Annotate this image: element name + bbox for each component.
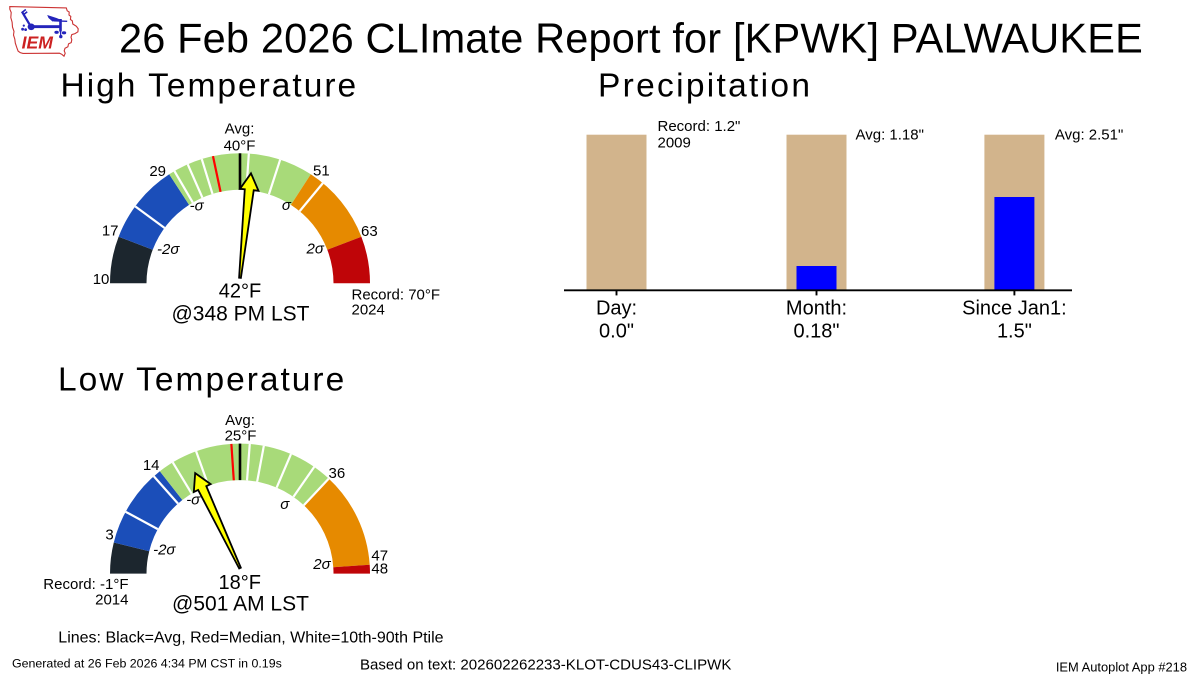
svg-text:Lines: Black=Avg, Red=Median,: Lines: Black=Avg, Red=Median, White=10th…	[58, 630, 443, 647]
svg-text:10: 10	[93, 271, 110, 288]
svg-text:0.18": 0.18"	[793, 321, 839, 343]
svg-text:18°F: 18°F	[218, 572, 260, 594]
svg-text:2σ: 2σ	[312, 556, 331, 573]
svg-text:26 Feb 2026 CLImate Report for: 26 Feb 2026 CLImate Report for [KPWK] PA…	[119, 15, 1143, 62]
svg-text:Day:: Day:	[596, 298, 637, 320]
svg-text:29: 29	[149, 163, 166, 180]
svg-text:40°F: 40°F	[224, 138, 256, 155]
svg-text:IEM Autoplot App #218: IEM Autoplot App #218	[1056, 659, 1187, 674]
svg-text:Avg: 2.51": Avg: 2.51"	[1055, 127, 1123, 144]
svg-text:1.5": 1.5"	[997, 321, 1032, 343]
svg-text:51: 51	[313, 163, 330, 180]
svg-text:Avg:: Avg:	[225, 121, 255, 138]
svg-text:σ: σ	[282, 197, 292, 214]
svg-text:Low Temperature: Low Temperature	[58, 362, 346, 399]
svg-text:48: 48	[371, 560, 388, 577]
svg-text:17: 17	[102, 223, 119, 240]
svg-text:IEM: IEM	[22, 32, 54, 52]
svg-text:Generated at 26 Feb 2026 4:34: Generated at 26 Feb 2026 4:34 PM CST in …	[12, 657, 282, 671]
svg-text:Since Jan1:: Since Jan1:	[962, 298, 1067, 320]
svg-text:3: 3	[105, 527, 113, 544]
svg-text:36: 36	[329, 465, 346, 482]
svg-text:2009: 2009	[658, 135, 691, 152]
svg-text:42°F: 42°F	[219, 281, 261, 303]
svg-text:14: 14	[143, 457, 160, 474]
svg-text:2014: 2014	[95, 592, 128, 609]
svg-text:63: 63	[361, 223, 378, 240]
svg-text:Month:: Month:	[786, 298, 847, 320]
svg-text:2σ: 2σ	[306, 241, 325, 258]
svg-text:-2σ: -2σ	[157, 241, 180, 258]
svg-text:Avg: 1.18": Avg: 1.18"	[856, 127, 924, 144]
svg-text:@348 PM LST: @348 PM LST	[171, 303, 309, 326]
svg-text:High Temperature: High Temperature	[61, 68, 359, 105]
svg-text:Avg:: Avg:	[225, 412, 255, 429]
svg-text:Precipitation: Precipitation	[598, 68, 812, 105]
svg-text:Based on text: 202602262233-KL: Based on text: 202602262233-KLOT-CDUS43-…	[360, 656, 731, 673]
svg-text:σ: σ	[280, 496, 290, 513]
svg-text:Record: 1.2": Record: 1.2"	[658, 118, 741, 135]
svg-text:-σ: -σ	[186, 491, 201, 508]
svg-text:2024: 2024	[352, 301, 385, 318]
svg-text:25°F: 25°F	[225, 428, 257, 445]
svg-text:0.0": 0.0"	[599, 321, 634, 343]
svg-text:@501 AM LST: @501 AM LST	[172, 592, 309, 615]
svg-text:Record: -1°F: Record: -1°F	[43, 576, 128, 593]
svg-text:-σ: -σ	[190, 197, 205, 214]
svg-text:-2σ: -2σ	[153, 542, 176, 559]
